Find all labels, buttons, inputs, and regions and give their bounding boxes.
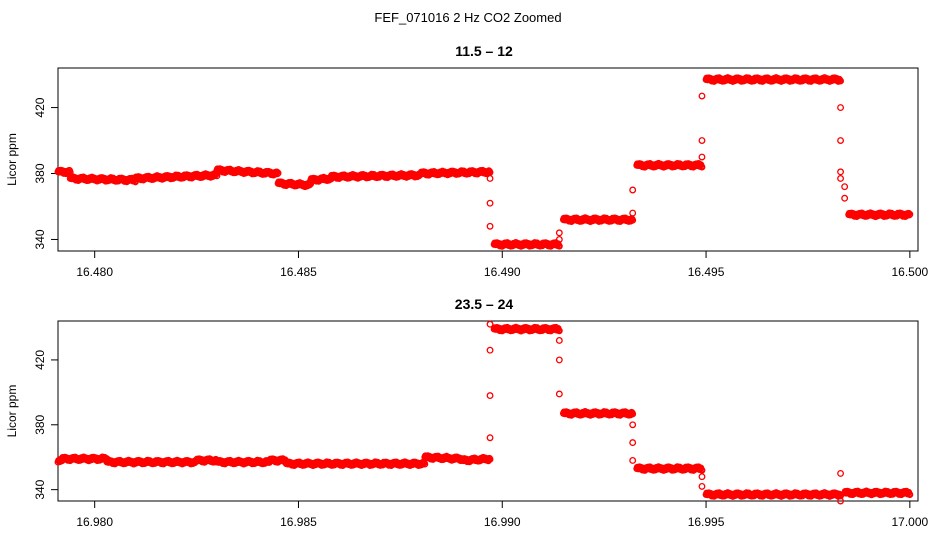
panel-lower-y-tick-label: 380 bbox=[33, 414, 47, 434]
data-point-transition bbox=[698, 92, 706, 100]
panel-upper-frame bbox=[57, 67, 919, 252]
data-point-transition bbox=[837, 104, 845, 112]
panel-lower-x-tick-label: 16.980 bbox=[76, 515, 113, 529]
panel-lower-y-tick-label: 420 bbox=[33, 350, 47, 370]
panel-lower-x-tick-label: 16.985 bbox=[280, 515, 317, 529]
data-point-transition bbox=[841, 194, 849, 202]
data-point bbox=[629, 216, 637, 224]
data-point-transition bbox=[837, 175, 845, 182]
panel-lower-y-tick-label: 340 bbox=[33, 479, 47, 499]
panel-upper-y-tick-label: 420 bbox=[33, 97, 47, 117]
panel-lower-x-tick-label: 16.990 bbox=[484, 515, 521, 529]
data-point-transition bbox=[698, 473, 706, 481]
data-point-transition bbox=[486, 434, 494, 442]
panel-lower-y-axis: 340 380 420 bbox=[33, 350, 58, 500]
data-point bbox=[906, 210, 914, 218]
panel-upper-x-tick-label: 16.495 bbox=[688, 265, 725, 279]
data-point bbox=[421, 460, 429, 468]
data-point-transition bbox=[555, 356, 563, 364]
data-point-transition bbox=[837, 497, 845, 505]
panel-upper-y-tick-label: 380 bbox=[33, 163, 47, 183]
data-point bbox=[837, 77, 845, 85]
data-point-transition bbox=[629, 186, 637, 194]
data-point-transition bbox=[629, 421, 637, 429]
panel-lower: 23.5 – 24 Licor ppm 16.980 16.985 16.990 16… bbox=[5, 296, 929, 529]
data-point-transition bbox=[486, 175, 494, 182]
data-point bbox=[698, 466, 706, 474]
panel-upper-x-tick-label: 16.500 bbox=[891, 265, 928, 279]
data-point-transition bbox=[629, 457, 637, 464]
data-point bbox=[906, 491, 914, 499]
data-point-transition bbox=[486, 392, 494, 400]
panel-upper-y-axis: 340 380 420 bbox=[33, 97, 58, 249]
data-point-transition bbox=[837, 168, 845, 176]
panel-upper-x-tick-label: 16.485 bbox=[280, 265, 317, 279]
data-point bbox=[698, 163, 706, 171]
data-point-transition bbox=[555, 337, 563, 344]
panel-upper-x-axis: 16.480 16.485 16.490 16.495 16.500 bbox=[76, 251, 929, 279]
panel-lower-x-axis: 16.980 16.985 16.990 16.995 17.000 bbox=[76, 501, 929, 529]
data-point bbox=[555, 327, 563, 335]
panel-upper-points bbox=[54, 74, 914, 250]
data-point bbox=[629, 410, 637, 418]
panel-upper-ylabel: Licor ppm bbox=[5, 133, 19, 186]
data-point-transition bbox=[486, 199, 494, 207]
data-point-transition bbox=[837, 469, 845, 477]
data-point-transition bbox=[629, 439, 637, 447]
figure-title: FEF_071016 2 Hz CO2 Zoomed bbox=[374, 10, 561, 25]
data-point-transition bbox=[698, 482, 706, 490]
panel-lower-points bbox=[54, 320, 914, 505]
panel-lower-x-tick-label: 17.000 bbox=[891, 515, 928, 529]
panel-upper-y-tick-label: 340 bbox=[33, 229, 47, 249]
data-point-transition bbox=[837, 137, 845, 144]
data-point-transition bbox=[698, 137, 706, 144]
data-point-transition bbox=[555, 390, 563, 398]
panel-upper-title: 11.5 – 12 bbox=[455, 43, 513, 59]
panel-upper-x-tick-label: 16.480 bbox=[76, 265, 113, 279]
panel-upper: 11.5 – 12 Licor ppm 16.480 16.485 16.490 16… bbox=[5, 43, 929, 279]
data-point-transition bbox=[486, 346, 494, 354]
data-point-transition bbox=[555, 229, 563, 237]
data-point-transition bbox=[486, 222, 494, 230]
data-point-transition bbox=[698, 153, 706, 161]
panel-lower-ylabel: Licor ppm bbox=[5, 385, 19, 438]
panel-lower-frame bbox=[57, 320, 919, 502]
data-point bbox=[555, 242, 563, 250]
data-point-transition bbox=[629, 209, 637, 217]
data-point bbox=[486, 455, 494, 463]
panel-lower-title: 23.5 – 24 bbox=[455, 296, 514, 312]
data-point bbox=[274, 169, 282, 177]
panel-lower-x-tick-label: 16.995 bbox=[688, 515, 725, 529]
data-point-transition bbox=[486, 320, 494, 328]
data-point-transition bbox=[555, 236, 563, 243]
panel-upper-x-tick-label: 16.490 bbox=[484, 265, 521, 279]
data-point-transition bbox=[841, 183, 849, 191]
